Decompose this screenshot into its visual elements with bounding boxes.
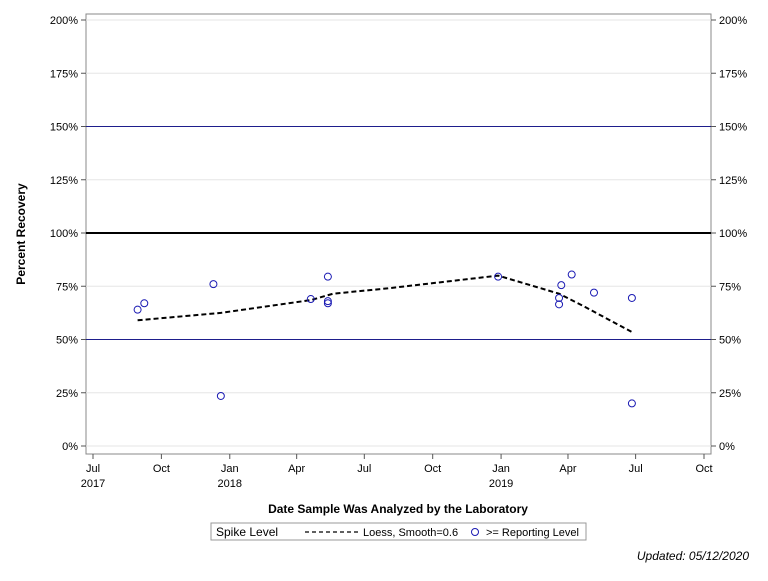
data-point [323,297,332,306]
x-tick-year-label: 2019 [489,478,513,490]
loess-line [137,274,633,333]
x-tick-label: Apr [559,463,576,475]
y-tick-label-left: 100% [50,228,78,240]
loess-curve [137,274,633,333]
y-tick-label-left: 0% [62,441,78,453]
reference-lines [86,126,711,340]
x-tick-year-label: 2017 [81,478,105,490]
x-tick-label: Jul [357,463,371,475]
data-point [555,300,564,309]
x-tick-label: Oct [695,463,712,475]
data-point [140,299,149,308]
legend-loess-label: Loess, Smooth=0.6 [363,527,458,539]
x-tick-label: Apr [288,463,305,475]
data-points [133,270,636,408]
x-tick-label: Jan [492,463,510,475]
data-point [133,305,142,314]
y-tick-label-left: 25% [56,388,78,400]
data-point [555,293,564,302]
y-tick-label-left: 175% [50,68,78,80]
x-tick-year-label: 2018 [218,478,242,490]
y-tick-label-left: 50% [56,335,78,347]
data-point [209,280,218,289]
data-point [216,391,225,400]
legend-box [210,522,587,541]
y-tick-label-right: 50% [719,335,741,347]
y-tick-label-right: 175% [719,68,747,80]
y-axis-right: 0% 25% 50% 75% 100% 125% 150% 175% 200% [711,15,747,453]
x-axis-title: Date Sample Was Analyzed by the Laborato… [268,502,528,516]
y-tick-label-right: 125% [719,175,747,187]
y-tick-label-right: 100% [719,228,747,240]
y-tick-label-left: 150% [50,122,78,134]
data-point [627,293,636,302]
y-tick-label-left: 200% [50,15,78,27]
y-axis-left: 0% 25% 50% 75% 100% 125% 150% 175% 200% [50,15,86,453]
legend-point-label: >= Reporting Level [486,527,579,539]
data-point [323,299,332,308]
data-point [323,272,332,281]
x-tick-label: Jul [629,463,643,475]
data-point [627,399,636,408]
y-tick-label-right: 75% [719,281,741,293]
x-tick-label: Oct [424,463,441,475]
y-tick-label-left: 125% [50,175,78,187]
legend-title: Spike Level [216,525,278,539]
legend: Spike Level Loess, Smooth=0.6 >= Reporti… [210,522,587,541]
x-axis: Jul 2017 Oct Jan 2018 Apr Jul Oct Jan 2019 Apr Jul O… [81,454,713,490]
data-point [306,295,315,304]
y-tick-label-left: 75% [56,281,78,293]
data-point [567,270,576,279]
x-tick-label: Jan [221,463,239,475]
updated-timestamp: Updated: 05/12/2020 [637,549,749,563]
data-point [557,281,566,290]
y-tick-label-right: 200% [719,15,747,27]
y-tick-label-right: 150% [719,122,747,134]
data-point [494,272,503,281]
y-tick-label-right: 0% [719,441,735,453]
legend-point-swatch [471,528,479,536]
x-tick-label: Jul [86,463,100,475]
x-tick-label: Oct [153,463,170,475]
y-tick-label-right: 25% [719,388,741,400]
data-point [589,288,598,297]
y-axis-title: Percent Recovery [14,183,28,285]
